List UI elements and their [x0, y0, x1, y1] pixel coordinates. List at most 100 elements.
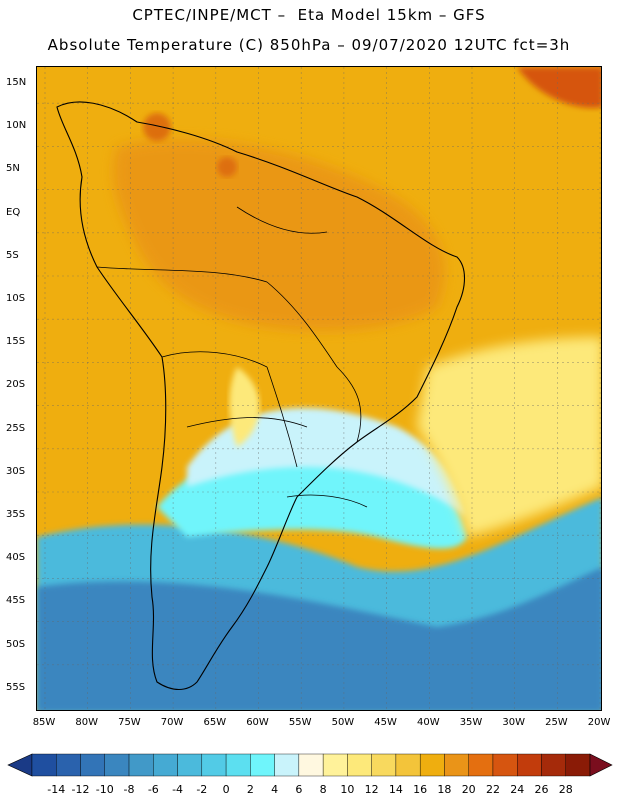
lat-label: 15N [6, 77, 27, 88]
lat-label: 10S [6, 293, 26, 304]
mild-band [417, 337, 601, 537]
colorbar-bin [298, 753, 324, 777]
lat-label: 20S [6, 379, 26, 391]
temperature-bands [37, 67, 601, 710]
colorbar-bin [274, 753, 300, 777]
colorbar-bin [31, 753, 57, 777]
lat-label: 35S [6, 509, 26, 520]
colorbar-bin [201, 753, 227, 777]
colorbar-bin [395, 753, 421, 777]
hot-spot [517, 67, 601, 108]
lon-label: 55W [288, 717, 312, 728]
colorbar-tick-label: 0 [222, 783, 230, 796]
country-border [96, 266, 268, 283]
lat-label: 10N [6, 120, 27, 132]
country-border [161, 351, 268, 368]
colorbar-tick-label: -6 [147, 783, 159, 796]
lat-label: 50S [6, 638, 26, 650]
colorbar-bin [322, 753, 348, 777]
colorbar-over-arrow [589, 753, 613, 777]
colorbar-bin [565, 753, 591, 777]
lat-label: 55S [6, 681, 26, 693]
colorbar-tick-label: -10 [95, 783, 114, 796]
lat-label: 15S [6, 336, 26, 348]
colorbar-bin [347, 753, 372, 777]
colorbar-tick-label: 4 [271, 783, 279, 796]
colorbar-tick-label: 28 [558, 783, 573, 796]
country-border [236, 206, 328, 234]
hot-spot [143, 113, 171, 141]
colorbar-tick-label: 10 [340, 783, 355, 796]
coastline-borders [56, 101, 466, 691]
colorbar-bin [128, 753, 154, 777]
lon-label: 75W [118, 717, 141, 728]
lat-label: EQ [6, 206, 21, 218]
colorbar-under-arrow [7, 753, 33, 777]
lon-label: 50W [331, 717, 355, 728]
colorbar-tick-label: 16 [413, 783, 428, 796]
map-subtitle: Absolute Temperature (C) 850hPa – 09/07/… [47, 36, 571, 54]
colorbar-tick-label: -4 [172, 783, 184, 796]
colorbar-bin [492, 753, 518, 777]
colorbar-tick-label: 2 [246, 783, 254, 796]
map-title: CPTEC/INPE/MCT – Eta Model 15km – GFS [132, 6, 486, 24]
country-border [266, 366, 298, 468]
colorbar-bin [153, 753, 178, 777]
colorbar-bin [56, 753, 81, 777]
colorbar-bin [517, 753, 542, 777]
lat-label: 30S [6, 465, 26, 477]
colorbar-tick-label: -8 [123, 783, 135, 796]
country-border [266, 281, 338, 368]
lat-label: 25S [6, 422, 26, 434]
lon-label: 65W [203, 717, 227, 728]
lon-label: 60W [246, 717, 269, 728]
lon-label: 70W [160, 717, 184, 728]
colorbar-bin [541, 753, 566, 777]
temperature-field [37, 67, 601, 710]
temperature-map [36, 66, 602, 711]
lon-label: 80W [75, 717, 98, 728]
hot-spot [217, 157, 237, 177]
colorbar-bin [371, 753, 397, 777]
lon-label: 20W [587, 717, 611, 728]
colorbar-bin [444, 753, 469, 777]
lon-label: 25W [545, 717, 568, 728]
colorbar-tick-label: 20 [461, 783, 476, 796]
lat-label: 5N [6, 163, 20, 175]
colorbar-bin [104, 753, 130, 777]
colorbar-bin [250, 753, 275, 777]
colorbar-tick-label: 12 [364, 783, 379, 796]
continent-outline [56, 101, 466, 691]
cool-band [187, 407, 467, 517]
country-border [336, 366, 362, 443]
colorbar-tick-label: -14 [47, 783, 66, 796]
colorbar-tick-label: 14 [388, 783, 403, 796]
colorbar-tick-label: -12 [71, 783, 90, 796]
colorbar-tick-label: 8 [319, 783, 327, 796]
lon-label: 35W [459, 717, 483, 728]
lat-label: 45S [6, 595, 26, 607]
colorbar [7, 753, 613, 777]
colorbar-tick-label: 18 [437, 783, 452, 796]
lat-label: 40S [6, 552, 26, 564]
lon-label: 85W [32, 717, 56, 728]
colorbar-bin [177, 753, 203, 777]
cold-band [37, 567, 601, 710]
colorbar-bin [225, 753, 251, 777]
colorbar-bin [419, 753, 445, 777]
colorbar-bin [80, 753, 105, 777]
graticule [37, 67, 601, 710]
country-border [286, 494, 368, 508]
colorbar-tick-label: -2 [196, 783, 208, 796]
lon-label: 45W [374, 717, 397, 728]
colorbar-bin [468, 753, 494, 777]
mild-band [229, 367, 260, 447]
hot-band [113, 139, 445, 331]
colorbar-tick-label: 22 [485, 783, 500, 796]
lon-label: 30W [502, 717, 525, 728]
country-border [186, 417, 308, 428]
lon-label: 40W [416, 717, 440, 728]
colorbar-tick-label: 6 [295, 783, 303, 796]
lat-label: 5S [6, 249, 19, 261]
colorbar-tick-label: 24 [510, 783, 525, 796]
